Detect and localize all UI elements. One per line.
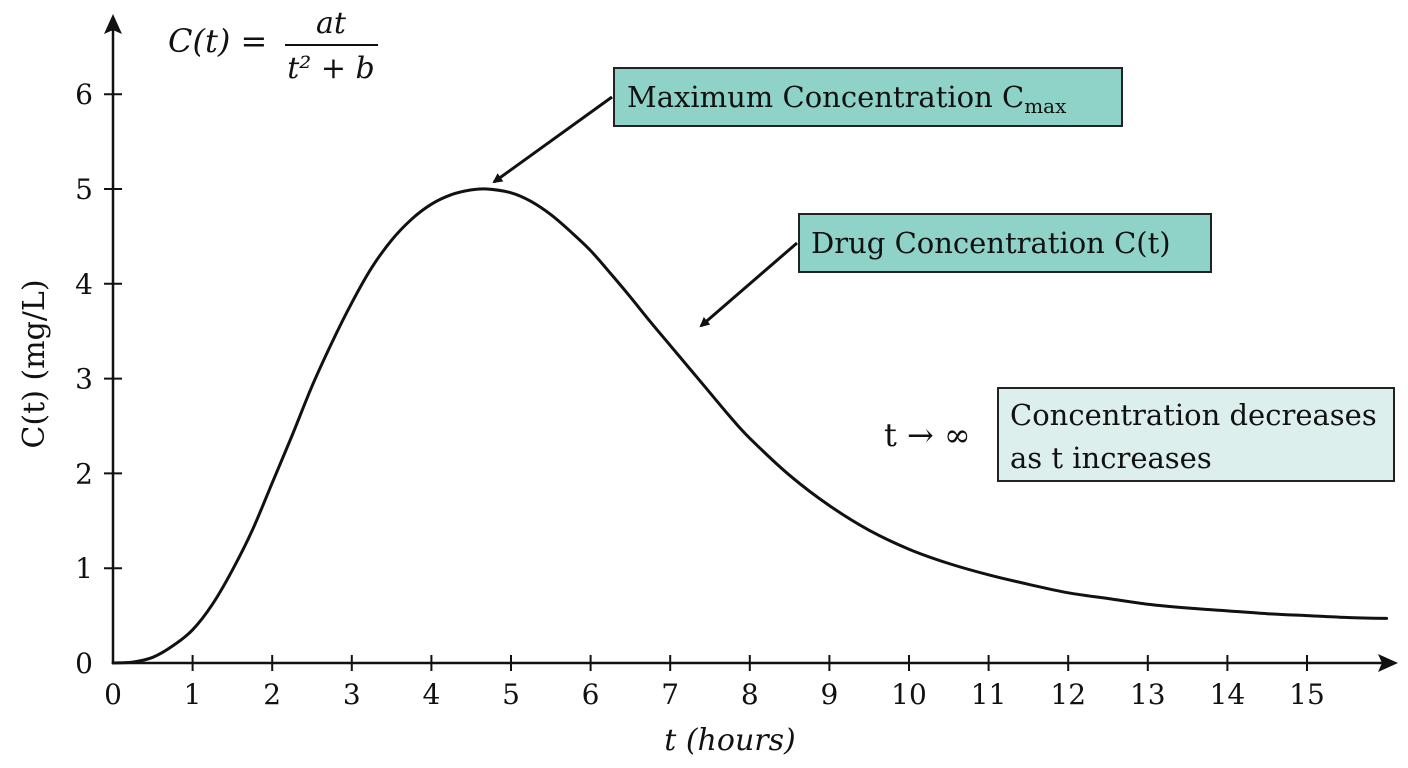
x-tick-label: 2 xyxy=(263,678,281,711)
x-tick-label: 3 xyxy=(343,678,361,711)
x-tick-label: 11 xyxy=(971,678,1007,711)
x-tick-label: 0 xyxy=(104,678,122,711)
annotation-limit-line-1: Concentration decreases xyxy=(1010,398,1377,432)
y-ticks: 0 1 2 3 4 5 6 xyxy=(75,78,122,680)
x-axis-title: t (hours) xyxy=(664,723,795,758)
y-axis-title-text: C(t) (mg/L) xyxy=(17,279,52,448)
x-tick-label: 5 xyxy=(502,678,520,711)
x-tick-label: 15 xyxy=(1289,678,1325,711)
y-tick-label: 1 xyxy=(75,552,93,585)
annotation-max-arrow xyxy=(492,95,613,184)
annotation-drug: Drug Concentration C(t) xyxy=(699,213,1212,328)
x-tick-label: 8 xyxy=(741,678,759,711)
x-tick-label: 9 xyxy=(820,678,838,711)
annotation-drug-box xyxy=(798,213,1212,273)
formula-numerator: at xyxy=(316,6,347,41)
x-ticks: 0 1 2 3 4 5 6 7 8 9 10 11 12 13 14 15 xyxy=(104,655,1325,711)
y-axis-arrow xyxy=(104,14,122,34)
x-tick-label: 7 xyxy=(661,678,679,711)
annotation-limit-line-2: as t increases xyxy=(1010,441,1212,475)
x-tick-label: 1 xyxy=(184,678,202,711)
x-tick-label: 10 xyxy=(891,678,927,711)
y-tick-label: 4 xyxy=(75,268,93,301)
x-tick-label: 4 xyxy=(422,678,440,711)
y-tick-label: 5 xyxy=(75,173,93,206)
x-tick-label: 12 xyxy=(1050,678,1086,711)
y-tick-label: 0 xyxy=(75,647,93,680)
annotation-max-box xyxy=(613,67,1123,127)
series-line xyxy=(111,187,1389,665)
annotation-drug-text: Drug Concentration C(t) xyxy=(811,226,1171,260)
y-tick-label: 3 xyxy=(75,363,93,396)
formula-lhs: C(t) = xyxy=(168,22,267,60)
x-tick-label: 14 xyxy=(1210,678,1246,711)
annotation-limit-prefix: t → ∞ xyxy=(884,416,971,454)
annotation-max: Maximum Concentration Cmax xyxy=(492,67,1123,184)
formula-denominator: t² + b xyxy=(287,51,375,86)
x-axis-title-text: t (hours) xyxy=(664,723,795,758)
x-axis-arrow xyxy=(1378,654,1398,672)
y-tick-label: 6 xyxy=(75,78,93,111)
y-axis-title: C(t) (mg/L) xyxy=(17,279,52,448)
annotation-limit: t → ∞ Concentration decreases as t incre… xyxy=(884,387,1395,482)
annotation-limit-box xyxy=(997,387,1395,482)
annotation-max-text: Maximum Concentration Cmax xyxy=(627,80,1067,118)
annotation-drug-arrow xyxy=(699,241,798,328)
y-tick-label: 2 xyxy=(75,457,93,490)
x-tick-label: 6 xyxy=(582,678,600,711)
x-tick-label: 13 xyxy=(1130,678,1166,711)
formula: C(t) = at t² + b xyxy=(168,6,378,86)
